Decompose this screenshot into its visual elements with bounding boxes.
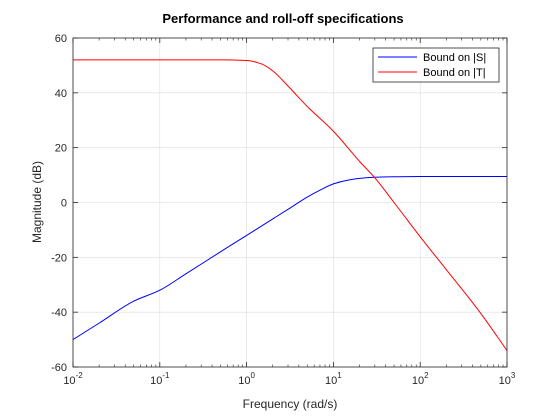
legend-entry: Bound on |T|	[423, 67, 486, 79]
x-axis-ticks: 10-2 10-1 100 101 102 103	[63, 38, 516, 387]
x-tick-label: 101	[325, 371, 342, 387]
legend-entry: Bound on |S|	[423, 52, 486, 64]
x-tick-label: 10-1	[150, 371, 170, 387]
x-tick-label: 102	[412, 371, 429, 387]
x-tick-label: 103	[499, 371, 516, 387]
y-tick-label: -60	[51, 362, 67, 374]
y-axis-label: Magnitude (dB)	[30, 161, 44, 243]
y-tick-label: -40	[51, 307, 67, 319]
legend-box	[372, 47, 500, 83]
y-tick-label: 20	[55, 143, 67, 155]
y-tick-label: 60	[55, 33, 67, 45]
y-tick-label: 0	[61, 198, 67, 210]
chart-title: Performance and roll-off specifications	[162, 11, 403, 26]
series-layer	[72, 59, 508, 351]
series-line-bound-t	[73, 59, 508, 351]
y-axis-ticks: -60 -40 -20 0 20 40 60	[51, 33, 507, 374]
y-tick-label: -20	[51, 252, 67, 264]
y-tick-label: 40	[55, 88, 67, 100]
x-tick-label: 100	[238, 371, 255, 387]
series-line-bound-s	[72, 175, 507, 341]
x-tick-label: 10-2	[63, 371, 83, 387]
legend: Bound on |S| Bound on |T|	[372, 47, 500, 83]
x-axis-label: Frequency (rad/s)	[243, 397, 338, 411]
